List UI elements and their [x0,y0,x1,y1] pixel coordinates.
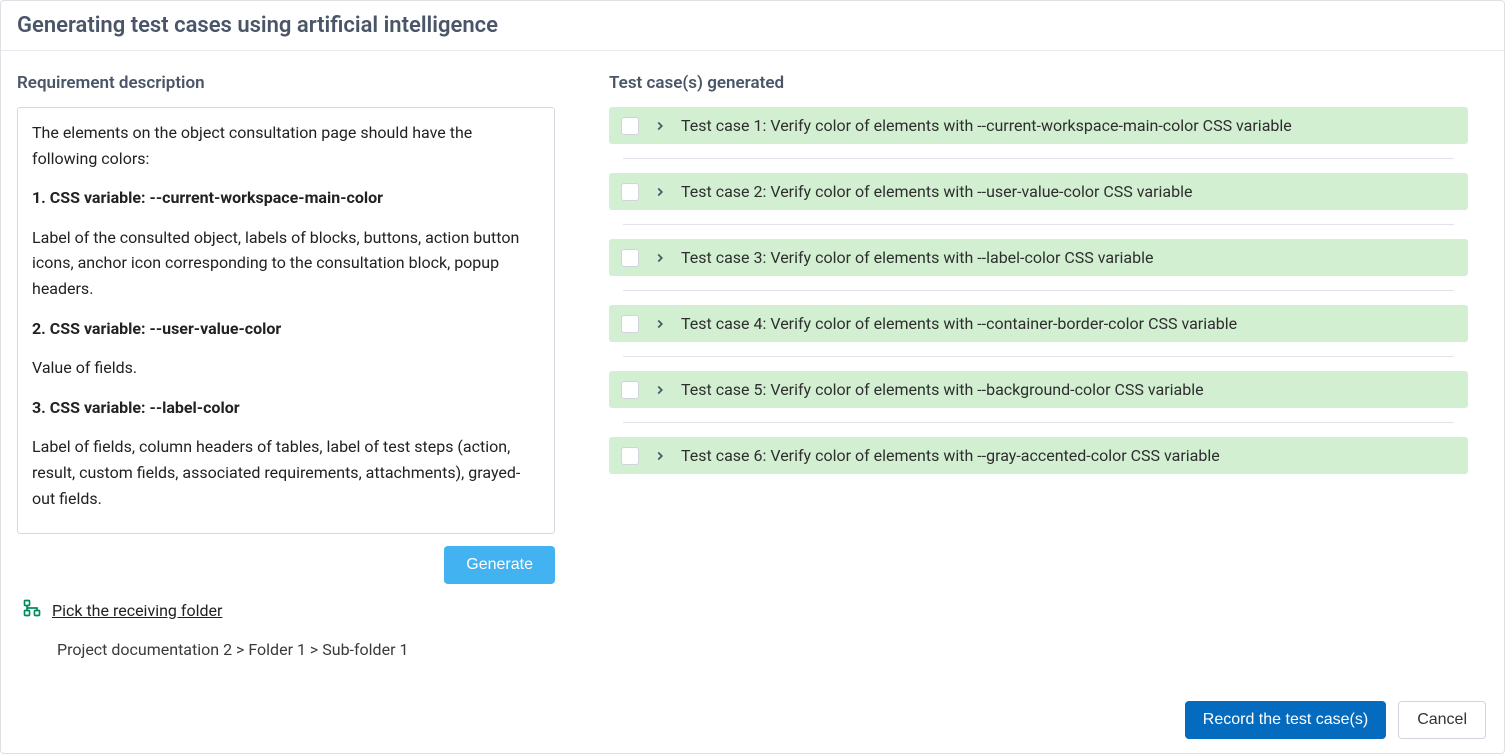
divider [623,422,1454,423]
testcase-item: Test case 4: Verify color of elements wi… [609,305,1468,342]
left-column: Requirement description The elements on … [17,73,555,659]
divider [623,356,1454,357]
testcase-checkbox[interactable] [621,381,639,399]
testcase-title: Test case 2: Verify color of elements wi… [681,182,1192,201]
testcase-title: Test case 1: Verify color of elements wi… [681,116,1292,135]
description-item-body: Value of fields. [32,355,540,381]
testcase-item: Test case 3: Verify color of elements wi… [609,239,1468,276]
description-item-heading: 3. CSS variable: --label-color [32,395,540,421]
description-item-body: Label of fields, column headers of table… [32,434,540,511]
divider [623,290,1454,291]
generate-row: Generate [17,546,555,584]
divider [623,224,1454,225]
pick-folder-link[interactable]: Pick the receiving folder [52,601,222,620]
chevron-right-icon[interactable] [653,383,667,397]
folder-picker: Pick the receiving folder [17,598,555,622]
tree-icon [22,598,42,622]
description-item-body: Label of the consulted object, labels of… [32,225,540,302]
dialog-title: Generating test cases using artificial i… [17,13,1488,38]
folder-breadcrumb: Project documentation 2 > Folder 1 > Sub… [17,640,555,659]
description-item-heading: 1. CSS variable: --current-workspace-mai… [32,185,540,211]
dialog-content: Requirement description The elements on … [1,51,1504,659]
testcase-item: Test case 2: Verify color of elements wi… [609,173,1468,210]
testcase-item: Test case 1: Verify color of elements wi… [609,107,1468,144]
description-item-heading: 2. CSS variable: --user-value-color [32,316,540,342]
testcase-checkbox[interactable] [621,447,639,465]
testcase-item: Test case 5: Verify color of elements wi… [609,371,1468,408]
testcase-title: Test case 3: Verify color of elements wi… [681,248,1153,267]
requirement-description-input[interactable]: The elements on the object consultation … [17,107,555,534]
record-testcases-button[interactable]: Record the test case(s) [1185,701,1386,739]
cancel-button[interactable]: Cancel [1398,701,1486,739]
chevron-right-icon[interactable] [653,251,667,265]
chevron-right-icon[interactable] [653,119,667,133]
testcase-checkbox[interactable] [621,183,639,201]
requirement-description-label: Requirement description [17,73,555,93]
testcase-title: Test case 6: Verify color of elements wi… [681,446,1220,465]
testcase-title: Test case 4: Verify color of elements wi… [681,314,1237,333]
testcase-checkbox[interactable] [621,315,639,333]
testcase-checkbox[interactable] [621,249,639,267]
divider [623,158,1454,159]
right-column: Test case(s) generated Test case 1: Veri… [609,73,1488,659]
testcase-item: Test case 6: Verify color of elements wi… [609,437,1468,474]
dialog-header: Generating test cases using artificial i… [1,1,1504,51]
chevron-right-icon[interactable] [653,449,667,463]
testcase-checkbox[interactable] [621,117,639,135]
chevron-right-icon[interactable] [653,185,667,199]
testcase-title: Test case 5: Verify color of elements wi… [681,380,1204,399]
testcases-generated-label: Test case(s) generated [609,73,1468,93]
generate-button[interactable]: Generate [444,546,555,584]
chevron-right-icon[interactable] [653,317,667,331]
description-intro: The elements on the object consultation … [32,120,540,171]
testcase-list: Test case 1: Verify color of elements wi… [609,107,1468,488]
dialog-footer: Record the test case(s) Cancel [1185,701,1486,739]
